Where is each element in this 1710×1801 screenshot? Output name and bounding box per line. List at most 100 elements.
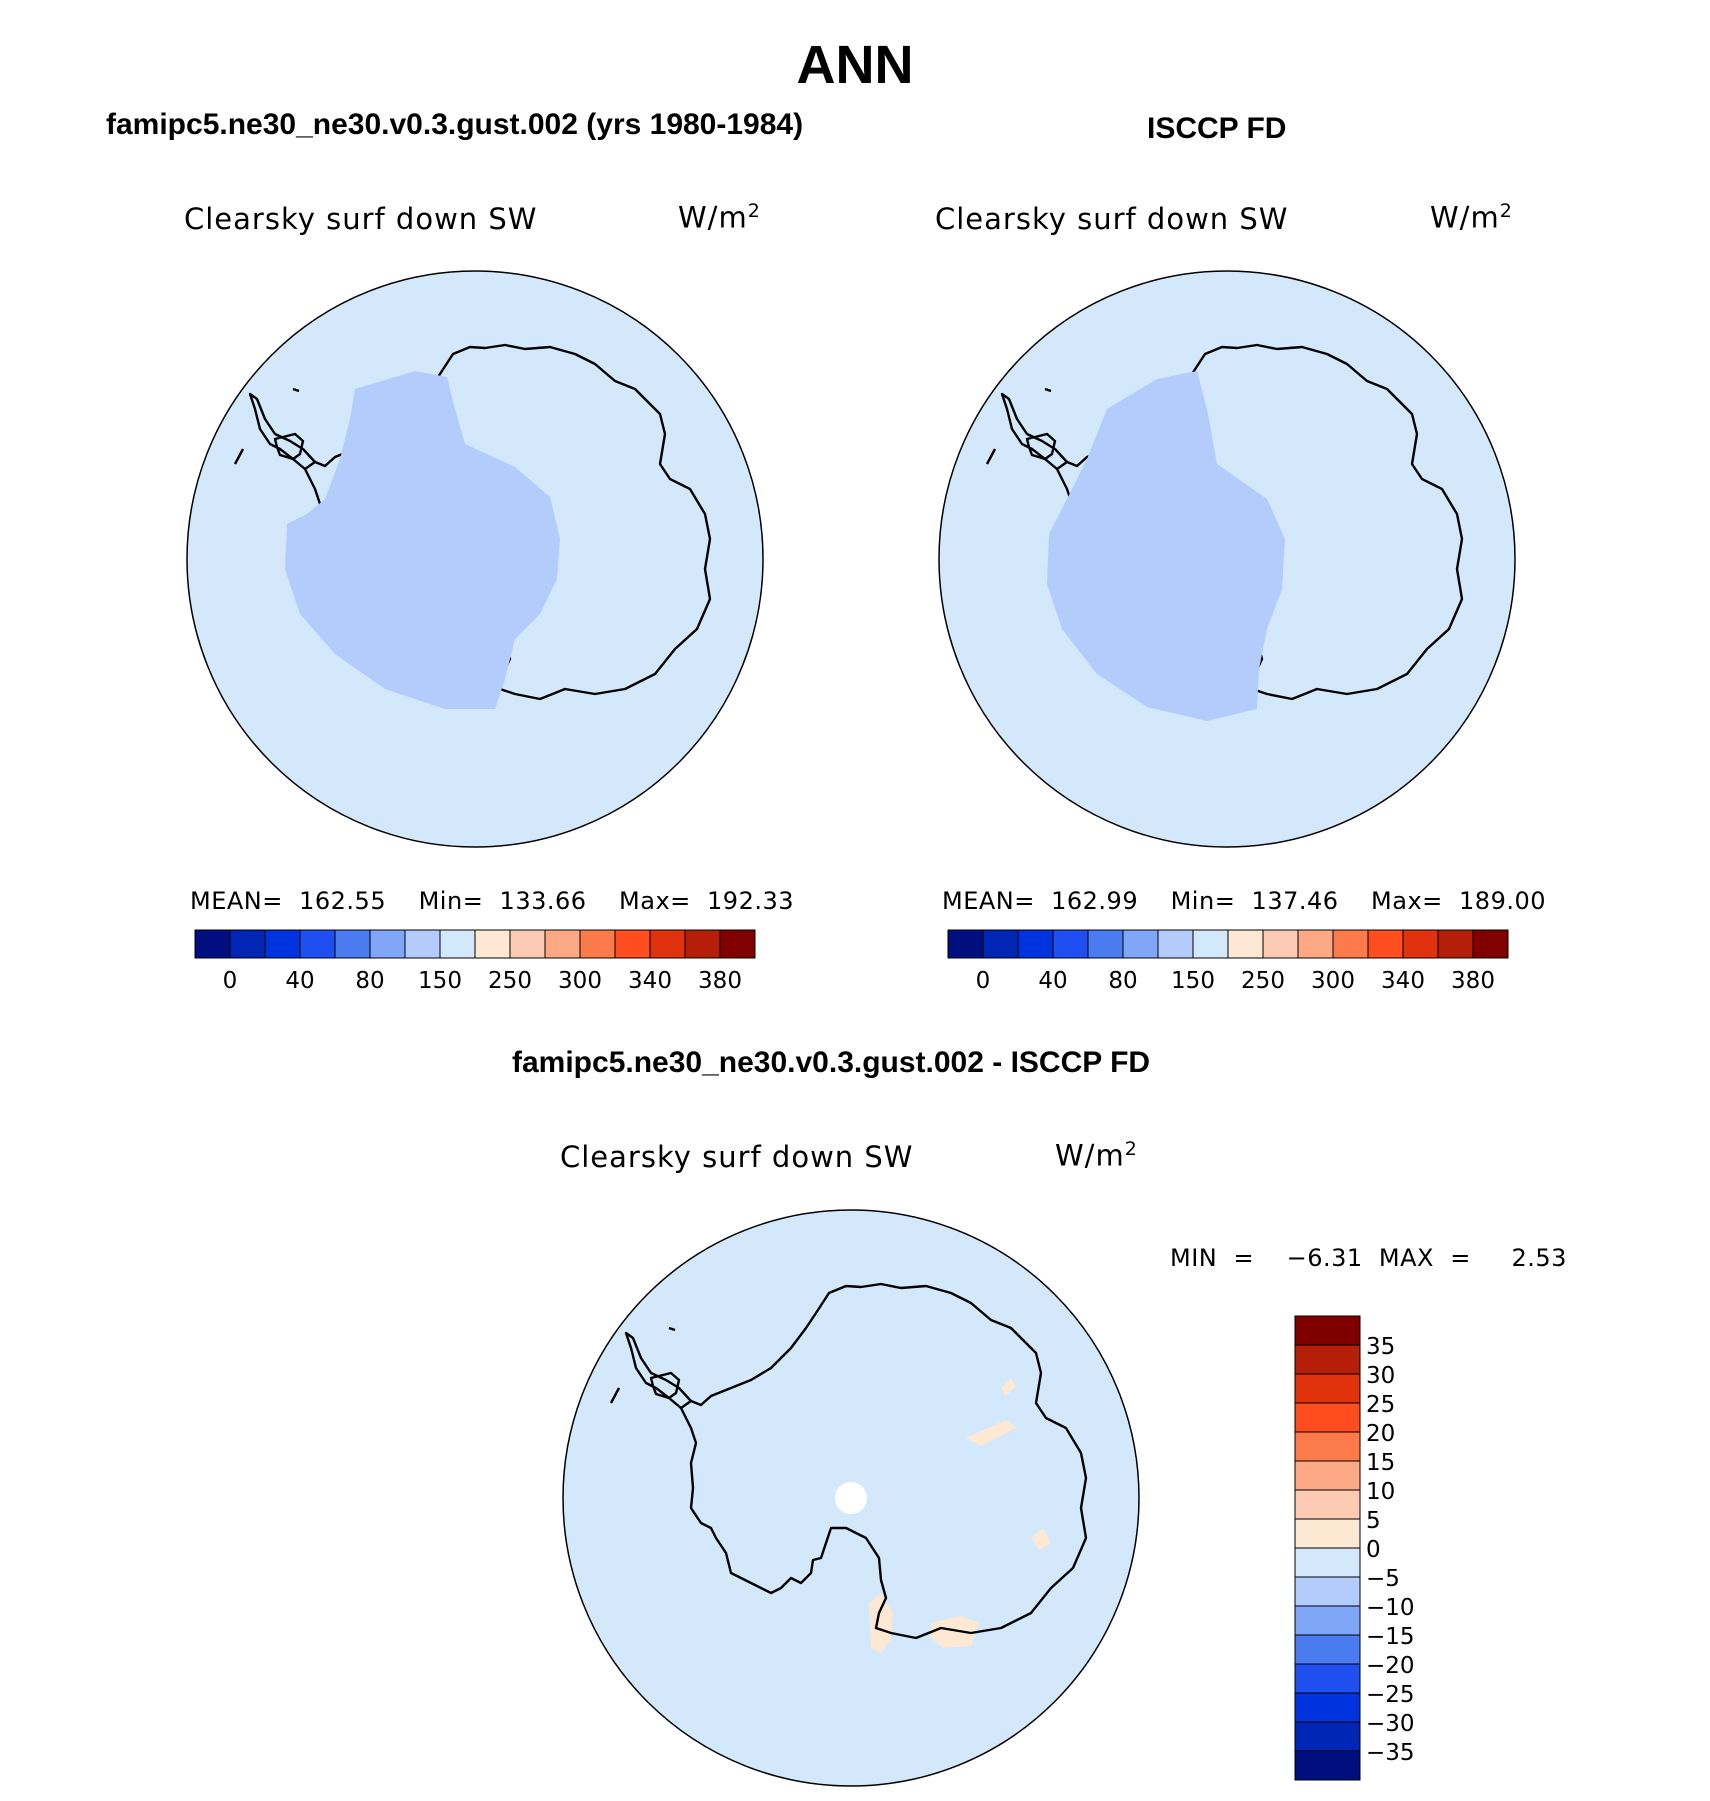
colorbar-tick-label: 0 bbox=[1366, 1537, 1381, 1563]
colorbar-swatch bbox=[1052, 929, 1089, 959]
colorbar-tick-label: 40 bbox=[1038, 968, 1067, 994]
coastline bbox=[985, 343, 1464, 701]
colorbar-tick-label: 380 bbox=[1451, 968, 1495, 994]
colorbar-swatch bbox=[1294, 1518, 1361, 1549]
coastline bbox=[233, 343, 712, 701]
colorbar-swatch bbox=[1332, 929, 1369, 959]
panel-2-variable-label: Clearsky surf down SW bbox=[935, 202, 1289, 236]
colorbar-tick-label: 25 bbox=[1366, 1392, 1395, 1418]
colorbar-swatch bbox=[299, 929, 336, 959]
colorbar-swatch bbox=[614, 929, 651, 959]
colorbar-tick-label: −10 bbox=[1366, 1595, 1415, 1621]
colorbar-swatch bbox=[579, 929, 616, 959]
panel-3-variable-label: Clearsky surf down SW bbox=[560, 1140, 914, 1174]
islands bbox=[985, 387, 1052, 465]
colorbar-tick-label: 40 bbox=[285, 968, 314, 994]
panel-2-units: W/m2 bbox=[1430, 200, 1513, 235]
colorbar-tick-label: 250 bbox=[1241, 968, 1285, 994]
colorbar-swatch bbox=[404, 929, 441, 959]
colorbar-2: 0 40 80 150 250 300 340 380 bbox=[947, 929, 1509, 994]
page-title: ANN bbox=[796, 35, 914, 95]
colorbar-tick-label: 20 bbox=[1366, 1421, 1395, 1447]
colorbar-swatch bbox=[1294, 1576, 1361, 1607]
colorbar-swatch bbox=[649, 929, 686, 959]
colorbar-tick-label: 300 bbox=[558, 968, 602, 994]
region-positive-anomaly bbox=[931, 1616, 979, 1648]
map-border bbox=[938, 270, 1516, 848]
colorbar-swatch bbox=[1087, 929, 1124, 959]
colorbar-tick-label: −35 bbox=[1366, 1740, 1415, 1766]
colorbar-3: 35 30 25 20 15 10 5 0 −5 −10 −15 −20 −25 −30 −35 bbox=[1294, 1315, 1415, 1781]
panel-1-variable-label: Clearsky surf down SW bbox=[184, 202, 538, 236]
colorbar-tick-label: 30 bbox=[1366, 1363, 1395, 1389]
colorbar-swatch bbox=[1294, 1547, 1361, 1578]
colorbar-swatch bbox=[509, 929, 546, 959]
colorbar-tick-label: 10 bbox=[1366, 1479, 1395, 1505]
colorbar-swatch bbox=[1294, 1663, 1361, 1694]
colorbar-tick-label: 250 bbox=[488, 968, 532, 994]
region-low-values bbox=[285, 371, 560, 709]
colorbar-swatch bbox=[719, 929, 756, 959]
colorbar-swatch bbox=[1472, 929, 1509, 959]
colorbar-swatch bbox=[1192, 929, 1229, 959]
colorbar-tick-label: 340 bbox=[1381, 968, 1425, 994]
colorbar-swatch bbox=[264, 929, 301, 959]
colorbar-swatch bbox=[1157, 929, 1194, 959]
colorbar-tick-label: 35 bbox=[1366, 1334, 1395, 1360]
panel-2-stats: MEAN= 162.99 Min= 137.46 Max= 189.00 bbox=[942, 887, 1547, 915]
colorbar-swatch bbox=[1294, 1750, 1361, 1781]
colorbar-swatch bbox=[544, 929, 581, 959]
region-positive-anomaly bbox=[966, 1420, 1016, 1446]
colorbar-swatch bbox=[474, 929, 511, 959]
colorbar-swatch bbox=[947, 929, 984, 959]
colorbar-tick-label: −5 bbox=[1366, 1566, 1400, 1592]
colorbar-swatch bbox=[684, 929, 721, 959]
coastline bbox=[609, 1282, 1088, 1640]
colorbar-swatch bbox=[1294, 1605, 1361, 1636]
colorbar-tick-label: 0 bbox=[223, 968, 238, 994]
colorbar-tick-label: −15 bbox=[1366, 1624, 1415, 1650]
colorbar-swatch bbox=[982, 929, 1019, 959]
map-border bbox=[562, 1209, 1140, 1787]
panel-2-title: ISCCP FD bbox=[1147, 112, 1287, 145]
colorbar-tick-label: 150 bbox=[1171, 968, 1215, 994]
colorbar-tick-label: 80 bbox=[1108, 968, 1137, 994]
region-positive-anomaly bbox=[869, 1593, 893, 1653]
colorbar-swatch bbox=[1294, 1315, 1361, 1346]
colorbar-swatch bbox=[1294, 1634, 1361, 1665]
colorbar-swatch bbox=[439, 929, 476, 959]
colorbar-swatch bbox=[1294, 1344, 1361, 1375]
colorbar-swatch bbox=[1017, 929, 1054, 959]
colorbar-tick-label: −20 bbox=[1366, 1653, 1415, 1679]
colorbar-swatch bbox=[194, 929, 231, 959]
colorbar-tick-label: 150 bbox=[418, 968, 462, 994]
colorbar-swatch bbox=[1297, 929, 1334, 959]
region-positive-anomaly bbox=[1001, 1378, 1016, 1396]
region-positive-anomaly bbox=[1031, 1528, 1051, 1550]
polar-map-3 bbox=[562, 1209, 1140, 1787]
colorbar-swatch bbox=[369, 929, 406, 959]
colorbar-tick-label: 340 bbox=[628, 968, 672, 994]
colorbar-swatch bbox=[1294, 1692, 1361, 1723]
map-field bbox=[609, 1282, 1088, 1653]
panel-1-units: W/m2 bbox=[678, 200, 761, 235]
colorbar-1: 0 40 80 150 250 300 340 380 bbox=[194, 929, 756, 994]
colorbar-swatch bbox=[1294, 1431, 1361, 1462]
colorbar-swatch bbox=[1294, 1489, 1361, 1520]
colorbar-swatch bbox=[334, 929, 371, 959]
islands bbox=[609, 1326, 676, 1404]
colorbar-swatch bbox=[1437, 929, 1474, 959]
colorbar-swatch bbox=[1262, 929, 1299, 959]
colorbar-tick-label: −25 bbox=[1366, 1682, 1415, 1708]
panel-1-title: famipc5.ne30_ne30.v0.3.gust.002 (yrs 198… bbox=[106, 108, 804, 141]
islands bbox=[233, 387, 300, 465]
colorbar-swatch bbox=[229, 929, 266, 959]
panel-3-units: W/m2 bbox=[1055, 1138, 1138, 1173]
colorbar-tick-label: 300 bbox=[1311, 968, 1355, 994]
colorbar-swatch bbox=[1294, 1402, 1361, 1433]
pole-missing bbox=[835, 1482, 867, 1514]
map-field bbox=[233, 343, 712, 701]
colorbar-tick-label: 380 bbox=[698, 968, 742, 994]
panel-1-stats: MEAN= 162.55 Min= 133.66 Max= 192.33 bbox=[190, 887, 795, 915]
